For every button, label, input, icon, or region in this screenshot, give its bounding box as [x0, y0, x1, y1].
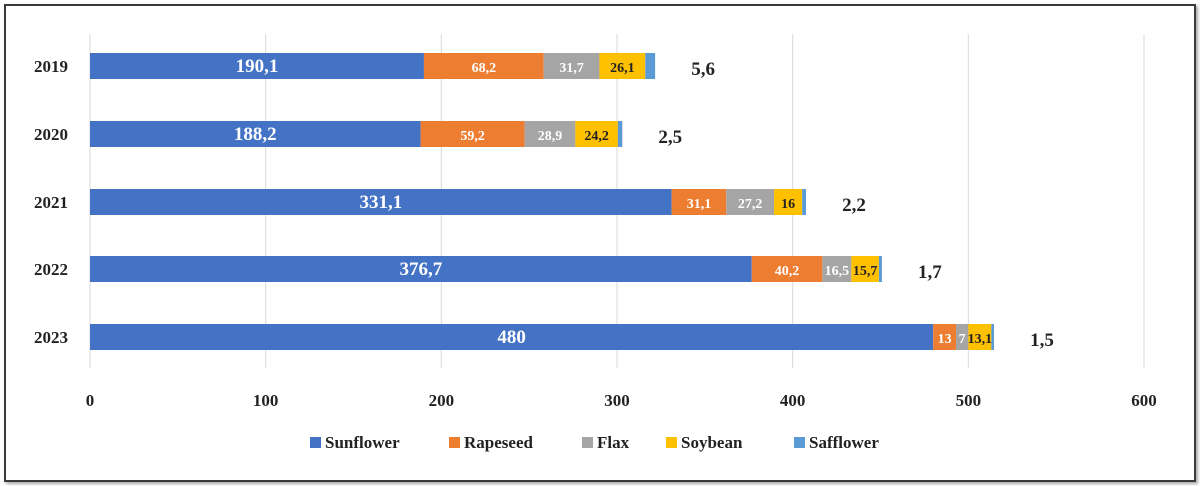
bar-rapeseed-2023 — [933, 324, 957, 350]
x-axis-ticks: 0 100 200 300 400 500 600 — [86, 391, 1157, 410]
bar-safflower-2020 — [617, 121, 623, 147]
legend-label-safflower: Safflower — [809, 433, 879, 452]
data-label-flax-2022: 16,5 — [825, 264, 850, 279]
data-label-soybean-2022: 15,7 — [853, 264, 878, 279]
data-label-sunflower-2020: 188,2 — [234, 124, 277, 145]
bar-flax-2022 — [822, 256, 852, 282]
bar-rapeseed-2021 — [671, 189, 727, 215]
bar-sunflower-2020 — [90, 121, 421, 147]
data-label-soybean-2021: 16 — [781, 197, 795, 212]
bar-safflower-2022 — [878, 256, 882, 282]
bar-sunflower-2022 — [90, 256, 752, 282]
data-label-flax-2021: 27,2 — [738, 197, 763, 212]
bar-sunflower-2023 — [90, 324, 934, 350]
x-tick-label-200: 200 — [429, 391, 455, 410]
bar-flax-2023 — [956, 324, 969, 350]
bar-soybean-2019 — [599, 53, 646, 79]
data-label-flax-2020: 28,9 — [538, 129, 563, 144]
data-label-safflower-2019: 5,6 — [691, 59, 715, 80]
x-tick-label-600: 600 — [1131, 391, 1157, 410]
data-label-flax-2023: 7 — [959, 332, 966, 347]
data-label-rapeseed-2020: 59,2 — [460, 129, 485, 144]
bar-soybean-2022 — [851, 256, 879, 282]
data-label-rapeseed-2021: 31,1 — [687, 197, 712, 212]
data-label-safflower-2022: 1,7 — [918, 262, 942, 283]
category-label-2022: 2022 — [34, 260, 68, 279]
data-label-rapeseed-2022: 40,2 — [775, 264, 800, 279]
legend-swatch-rapeseed — [449, 437, 460, 448]
chart-frame — [4, 4, 1196, 482]
legend-label-soybean: Soybean — [681, 433, 743, 452]
category-label-2019: 2019 — [34, 57, 68, 76]
bar-rapeseed-2020 — [420, 121, 525, 147]
bar-soybean-2021 — [774, 189, 803, 215]
bar-soybean-2023 — [968, 324, 992, 350]
category-label-2023: 2023 — [34, 328, 68, 347]
data-label-rapeseed-2019: 68,2 — [472, 61, 497, 76]
bar-safflower-2023 — [991, 324, 994, 350]
category-label-2021: 2021 — [34, 193, 68, 212]
legend-label-rapeseed: Rapeseed — [464, 433, 533, 452]
x-tick-label-300: 300 — [604, 391, 630, 410]
bar-safflower-2021 — [802, 189, 807, 215]
data-label-sunflower-2023: 480 — [497, 327, 526, 348]
legend-swatch-flax — [582, 437, 593, 448]
x-tick-label-400: 400 — [780, 391, 806, 410]
legend-label-sunflower: Sunflower — [325, 433, 400, 452]
bar-flax-2020 — [524, 121, 576, 147]
category-label-2020: 2020 — [34, 125, 68, 144]
bar-soybean-2020 — [575, 121, 618, 147]
legend: Sunflower Rapeseed Flax Soybean Safflower — [310, 433, 879, 452]
data-label-sunflower-2022: 376,7 — [399, 259, 442, 280]
legend-label-flax: Flax — [597, 433, 630, 452]
data-label-flax-2019: 31,7 — [559, 61, 584, 76]
data-label-soybean-2023: 13,1 — [968, 332, 993, 347]
data-label-safflower-2023: 1,5 — [1030, 330, 1054, 351]
data-label-soybean-2019: 26,1 — [610, 61, 635, 76]
bar-flax-2021 — [726, 189, 775, 215]
x-tick-label-100: 100 — [253, 391, 279, 410]
data-label-safflower-2021: 2,2 — [842, 195, 866, 216]
data-label-sunflower-2021: 331,1 — [359, 192, 402, 213]
bar-flax-2019 — [543, 53, 600, 79]
data-label-sunflower-2019: 190,1 — [236, 56, 279, 77]
bar-rapeseed-2019 — [423, 53, 544, 79]
y-axis-categories: 2019 2020 2021 2022 2023 — [34, 57, 68, 347]
x-tick-label-500: 500 — [956, 391, 982, 410]
bars — [90, 53, 994, 350]
data-label-rapeseed-2023: 13 — [938, 332, 952, 347]
x-tick-label-0: 0 — [86, 391, 95, 410]
legend-swatch-safflower — [794, 437, 805, 448]
bar-safflower-2019 — [645, 53, 656, 79]
legend-swatch-soybean — [666, 437, 677, 448]
data-label-safflower-2020: 2,5 — [658, 127, 682, 148]
bar-sunflower-2021 — [90, 189, 672, 215]
bar-rapeseed-2022 — [751, 256, 823, 282]
data-labels: 190,1 68,2 31,7 26,1 5,6 188,2 59,2 28,9 24,2 2,5… — [234, 56, 1054, 351]
data-label-soybean-2020: 24,2 — [584, 129, 609, 144]
bar-sunflower-2019 — [90, 53, 424, 79]
legend-swatch-sunflower — [310, 437, 321, 448]
